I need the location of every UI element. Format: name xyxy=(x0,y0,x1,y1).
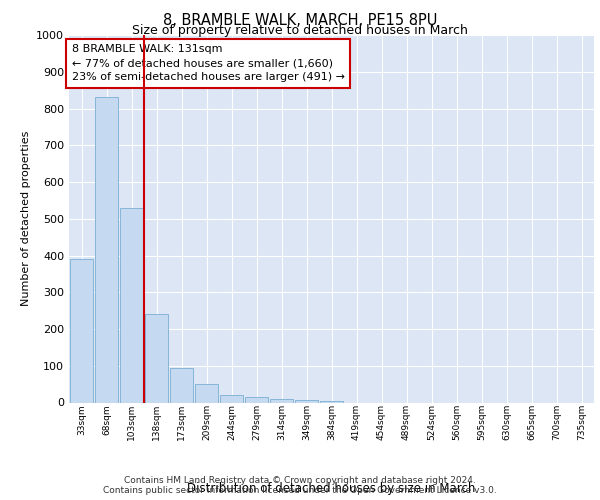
Text: Size of property relative to detached houses in March: Size of property relative to detached ho… xyxy=(132,24,468,37)
Bar xyxy=(245,397,268,402)
X-axis label: Distribution of detached houses by size in March: Distribution of detached houses by size … xyxy=(187,482,476,495)
Text: 8, BRAMBLE WALK, MARCH, PE15 8PU: 8, BRAMBLE WALK, MARCH, PE15 8PU xyxy=(163,13,437,28)
Bar xyxy=(70,259,94,402)
Bar xyxy=(95,98,118,403)
Bar xyxy=(320,400,343,402)
Text: Contains public sector information licensed under the Open Government Licence v3: Contains public sector information licen… xyxy=(103,486,497,495)
Text: 8 BRAMBLE WALK: 131sqm
← 77% of detached houses are smaller (1,660)
23% of semi-: 8 BRAMBLE WALK: 131sqm ← 77% of detached… xyxy=(71,44,344,82)
Bar xyxy=(145,314,169,402)
Bar xyxy=(295,400,319,402)
Y-axis label: Number of detached properties: Number of detached properties xyxy=(20,131,31,306)
Bar xyxy=(119,208,143,402)
Text: Contains HM Land Registry data © Crown copyright and database right 2024.: Contains HM Land Registry data © Crown c… xyxy=(124,476,476,485)
Bar xyxy=(194,384,218,402)
Bar xyxy=(220,395,244,402)
Bar xyxy=(269,399,293,402)
Bar xyxy=(170,368,193,402)
